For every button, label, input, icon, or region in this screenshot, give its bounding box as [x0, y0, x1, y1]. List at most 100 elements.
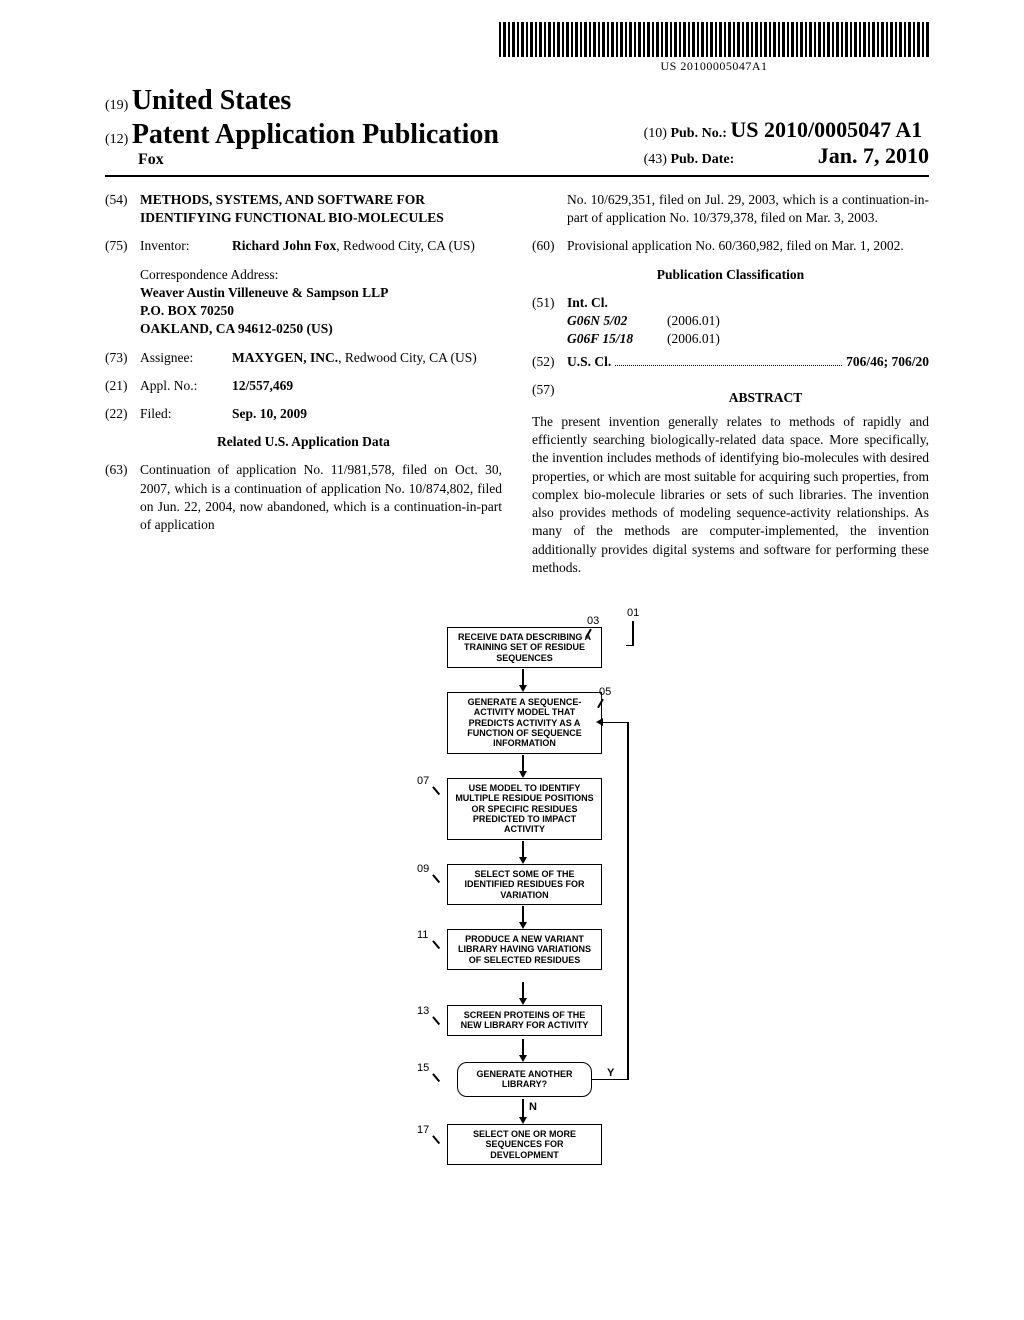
flow-num-17: 17	[417, 1124, 429, 1136]
intcl1-date: (2006.01)	[667, 312, 827, 330]
flow-arrow-15-17	[522, 1099, 524, 1119]
doc-type: Patent Application Publication	[132, 119, 499, 150]
doc-header: (19) United States (12) Patent Applicati…	[105, 85, 929, 169]
country: United States	[132, 85, 291, 116]
assignee-code: (73)	[105, 349, 140, 367]
flow-num-05: 05	[599, 686, 611, 698]
barcode-number: US 20100005047A1	[499, 59, 929, 74]
corr-line3: OAKLAND, CA 94612-0250 (US)	[140, 320, 502, 338]
flow-lead-15	[432, 1073, 440, 1082]
flow-num-09: 09	[417, 863, 429, 875]
abstract-heading: ABSTRACT	[602, 389, 929, 407]
uscl-val: 706/46; 706/20	[846, 353, 929, 371]
uscl-code: (52)	[532, 353, 567, 371]
assignee-loc: , Redwood City, CA (US)	[338, 350, 477, 365]
country-code: (19)	[105, 98, 128, 113]
pubdate: Jan. 7, 2010	[818, 143, 929, 168]
left-column: (54) METHODS, SYSTEMS, AND SOFTWARE FOR …	[105, 191, 502, 577]
pubdate-label: Pub. Date:	[670, 152, 734, 167]
applno-code: (21)	[105, 377, 140, 395]
flow-num-15: 15	[417, 1062, 429, 1074]
barcode-block: US 20100005047A1	[499, 22, 929, 74]
pubno: US 2010/0005047 A1	[730, 117, 922, 142]
flow-num-11: 11	[417, 929, 428, 941]
flow-box-17: SELECT ONE OR MORE SEQUENCES FOR DEVELOP…	[447, 1124, 602, 1165]
abstract-text: The present invention generally relates …	[532, 413, 929, 577]
assignee-name: MAXYGEN, INC.	[232, 350, 338, 365]
flow-arrowhead-11-13	[519, 998, 527, 1005]
flow-decision-15: GENERATE ANOTHER LIBRARY?	[457, 1062, 592, 1097]
pubno-code: (10)	[644, 126, 667, 141]
inventor-code: (75)	[105, 237, 140, 255]
abstract-code: (57)	[532, 381, 567, 411]
flow-box-05: GENERATE A SEQUENCE-ACTIVITY MODEL THAT …	[447, 692, 602, 754]
biblio-columns: (54) METHODS, SYSTEMS, AND SOFTWARE FOR …	[105, 191, 929, 577]
prov-text: Provisional application No. 60/360,982, …	[567, 237, 929, 255]
barcode-graphic	[499, 22, 929, 57]
flow-loop-h2	[602, 722, 628, 724]
inventor-loc: , Redwood City, CA (US)	[336, 238, 475, 253]
flow-box-07: USE MODEL TO IDENTIFY MULTIPLE RESIDUE P…	[447, 778, 602, 840]
invention-title: METHODS, SYSTEMS, AND SOFTWARE FOR IDENT…	[140, 191, 502, 227]
title-code: (54)	[105, 191, 140, 227]
flow-arrowhead-09-11	[519, 922, 527, 929]
filed-date: Sep. 10, 2009	[232, 405, 502, 423]
flow-loop-h1	[592, 1079, 627, 1081]
corr-line2: P.O. BOX 70250	[140, 302, 502, 320]
corr-label: Correspondence Address:	[140, 266, 502, 284]
corr-line1: Weaver Austin Villeneuve & Sampson LLP	[140, 284, 502, 302]
flow-hook-01h	[626, 645, 633, 647]
flow-box-03: RECEIVE DATA DESCRIBING A TRAINING SET O…	[447, 627, 602, 668]
right-column: No. 10/629,351, filed on Jul. 29, 2003, …	[532, 191, 929, 577]
assignee-label: Assignee:	[140, 349, 232, 367]
flow-lead-17	[432, 1135, 440, 1144]
flow-hook-01v	[632, 621, 634, 646]
flow-box-09: SELECT SOME OF THE IDENTIFIED RESIDUES F…	[447, 864, 602, 905]
flow-label-y: Y	[607, 1067, 614, 1079]
filed-label: Filed:	[140, 405, 232, 423]
flow-lead-09	[432, 874, 440, 883]
applno-label: Appl. No.:	[140, 377, 232, 395]
flow-num-03: 03	[587, 615, 599, 627]
cont-text: Continuation of application No. 11/981,5…	[140, 461, 502, 534]
intcl-label: Int. Cl.	[567, 294, 929, 312]
related-heading: Related U.S. Application Data	[105, 433, 502, 451]
applicant-name: Fox	[138, 151, 499, 169]
flow-lead-13	[432, 1016, 440, 1025]
flow-arrowhead-07-09	[519, 857, 527, 864]
flow-num-07: 07	[417, 775, 429, 787]
intcl2-code: G06F 15/18	[567, 330, 667, 348]
flow-box-11: PRODUCE A NEW VARIANT LIBRARY HAVING VAR…	[447, 929, 602, 970]
flowchart-figure: 01 RECEIVE DATA DESCRIBING A TRAINING SE…	[332, 607, 702, 1217]
doc-type-code: (12)	[105, 132, 128, 147]
inventor-label: Inventor:	[140, 237, 232, 255]
flow-arrowhead-13-15	[519, 1055, 527, 1062]
intcl-code: (51)	[532, 294, 567, 349]
header-rule	[105, 175, 929, 177]
flow-arrowhead-03-05	[519, 685, 527, 692]
uscl-label: U.S. Cl.	[567, 353, 611, 371]
flow-label-n: N	[529, 1101, 537, 1113]
applno: 12/557,469	[232, 377, 502, 395]
uscl-val-text: 706/46; 706/20	[846, 354, 929, 369]
inventor-name: Richard John Fox	[232, 238, 336, 253]
intcl2-date: (2006.01)	[667, 330, 827, 348]
flow-loop-v	[627, 722, 629, 1080]
flow-arrowhead-05-07	[519, 771, 527, 778]
pubclass-heading: Publication Classification	[532, 266, 929, 284]
prov-code: (60)	[532, 237, 567, 255]
intcl1-code: G06N 5/02	[567, 312, 667, 330]
flow-arrowhead-15-17	[519, 1117, 527, 1124]
correspondence-address: Correspondence Address: Weaver Austin Vi…	[140, 266, 502, 339]
cont-code: (63)	[105, 461, 140, 534]
filed-code: (22)	[105, 405, 140, 423]
flow-num-01: 01	[627, 607, 639, 619]
cont-text-2: No. 10/629,351, filed on Jul. 29, 2003, …	[567, 191, 929, 227]
flow-lead-11	[432, 940, 440, 949]
pubno-label: Pub. No.:	[670, 126, 726, 141]
dot-leader	[615, 365, 842, 366]
pubdate-code: (43)	[644, 152, 667, 167]
flow-num-13: 13	[417, 1005, 429, 1017]
flow-loop-arrowhead	[596, 718, 603, 726]
flow-box-13: SCREEN PROTEINS OF THE NEW LIBRARY FOR A…	[447, 1005, 602, 1036]
